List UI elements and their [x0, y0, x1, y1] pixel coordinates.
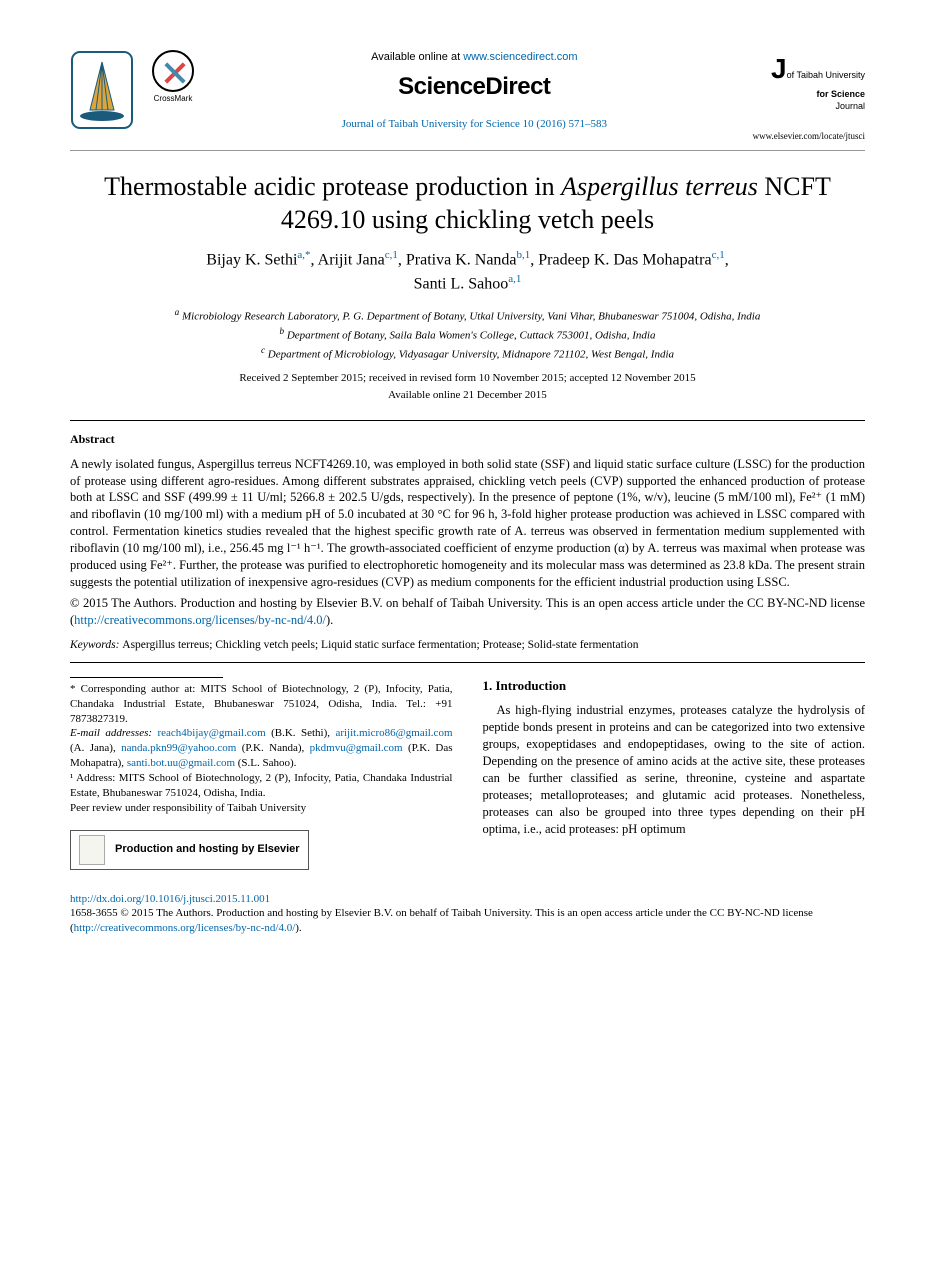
crossmark-label: CrossMark [154, 94, 193, 103]
footnotes: * Corresponding author at: MITS School o… [70, 682, 453, 870]
affiliation-c: Department of Microbiology, Vidyasagar U… [268, 348, 674, 360]
email-1[interactable]: reach4bijay@gmail.com [157, 727, 265, 739]
sciencedirect-logo[interactable]: ScienceDirect [206, 71, 743, 103]
footer-cc-link[interactable]: http://creativecommons.org/licenses/by-n… [74, 922, 296, 934]
copyright-suffix: ). [326, 613, 333, 627]
author-2: Arijit Jana [318, 252, 385, 269]
journal-logo-line3: Journal [835, 101, 865, 111]
email-3[interactable]: nanda.pkn99@yahoo.com [121, 742, 236, 754]
journal-logo: Jof Taibah University for Science Journa… [753, 50, 865, 112]
email-2[interactable]: arijit.micro86@gmail.com [335, 727, 452, 739]
email-name-2: (A. Jana), [70, 742, 121, 754]
email-addresses: E-mail addresses: reach4bijay@gmail.com … [70, 726, 453, 771]
email-5[interactable]: santi.bot.uu@gmail.com [127, 757, 235, 769]
keywords-body: Aspergillus terreus; Chickling vetch pee… [122, 639, 638, 651]
sciencedirect-url[interactable]: www.sciencedirect.com [463, 51, 577, 63]
elsevier-tree-icon [79, 835, 105, 865]
header-row: CrossMark Available online at www.scienc… [70, 50, 865, 142]
keywords: Keywords: Aspergillus terreus; Chickling… [70, 638, 865, 654]
header-rule [70, 150, 865, 151]
peer-review-note: Peer review under responsibility of Taib… [70, 801, 453, 816]
author-3-affil: b,1 [517, 249, 531, 261]
footnote-rule [70, 677, 223, 678]
article-title: Thermostable acidic protease production … [70, 171, 865, 236]
keywords-label: Keywords: [70, 639, 122, 651]
author-2-affil: c,1 [385, 249, 398, 261]
journal-reference[interactable]: Journal of Taibah University for Science… [206, 117, 743, 132]
header-center: Available online at www.sciencedirect.co… [196, 50, 753, 132]
two-column-body: * Corresponding author at: MITS School o… [70, 677, 865, 870]
doi-link[interactable]: http://dx.doi.org/10.1016/j.jtusci.2015.… [70, 892, 865, 907]
journal-logo-line1: of Taibah University [787, 70, 865, 80]
left-logos: CrossMark [70, 50, 196, 130]
abstract-label: Abstract [70, 431, 865, 447]
available-online-date: Available online 21 December 2015 [70, 388, 865, 403]
email-4[interactable]: pkdmvu@gmail.com [310, 742, 403, 754]
available-online: Available online at www.sciencedirect.co… [206, 50, 743, 65]
right-column: 1. Introduction As high-flying industria… [483, 677, 866, 870]
crossmark-logo[interactable]: CrossMark [150, 50, 196, 105]
email-name-1: (B.K. Sethi), [266, 727, 336, 739]
author-1-affil: a,* [297, 249, 310, 261]
footnote-address: ¹ Address: MITS School of Biotechnology,… [70, 771, 453, 801]
introduction-body: As high-flying industrial enzymes, prote… [483, 702, 866, 837]
email-name-3: (P.K. Nanda), [236, 742, 309, 754]
email-name-5: (S.L. Sahoo). [235, 757, 296, 769]
received-dates: Received 2 September 2015; received in r… [70, 371, 865, 386]
title-part1: Thermostable acidic protease production … [104, 172, 561, 201]
journal-logo-j: J [771, 53, 787, 84]
hosting-label: Production and hosting by Elsevier [115, 842, 300, 857]
author-4-affil: c,1 [712, 249, 725, 261]
abstract-body: A newly isolated fungus, Aspergillus ter… [70, 456, 865, 591]
hosting-box: Production and hosting by Elsevier [70, 830, 309, 870]
taibah-university-logo [70, 50, 134, 130]
author-1: Bijay K. Sethi [206, 252, 297, 269]
issn-copyright: 1658-3655 © 2015 The Authors. Production… [70, 906, 865, 936]
title-species: Aspergillus terreus [561, 172, 758, 201]
cc-license-link[interactable]: http://creativecommons.org/licenses/by-n… [74, 613, 326, 627]
abstract-top-rule [70, 420, 865, 421]
elsevier-locate-url[interactable]: www.elsevier.com/locate/jtusci [753, 130, 865, 142]
corresponding-author: * Corresponding author at: MITS School o… [70, 682, 453, 727]
journal-logo-line2: for Science [816, 89, 865, 99]
left-column: * Corresponding author at: MITS School o… [70, 677, 453, 870]
header-right: Jof Taibah University for Science Journa… [753, 50, 865, 142]
author-3: Prativa K. Nanda [406, 252, 517, 269]
abstract-bottom-rule [70, 662, 865, 663]
footer: http://dx.doi.org/10.1016/j.jtusci.2015.… [70, 892, 865, 937]
footer-suffix: ). [295, 922, 301, 934]
affiliation-a: Microbiology Research Laboratory, P. G. … [182, 310, 760, 322]
copyright-line: © 2015 The Authors. Production and hosti… [70, 595, 865, 629]
author-4: Pradeep K. Das Mohapatra [538, 252, 711, 269]
crossmark-icon [152, 50, 194, 92]
author-5: Santi L. Sahoo [414, 275, 509, 292]
author-5-affil: a,1 [508, 273, 521, 285]
affiliation-b: Department of Botany, Saila Bala Women's… [287, 329, 656, 341]
available-prefix: Available online at [371, 51, 463, 63]
introduction-heading: 1. Introduction [483, 677, 866, 695]
authors: Bijay K. Sethia,*, Arijit Janac,1, Prati… [70, 248, 865, 295]
email-label: E-mail addresses: [70, 727, 157, 739]
affiliations: a Microbiology Research Laboratory, P. G… [70, 306, 865, 363]
